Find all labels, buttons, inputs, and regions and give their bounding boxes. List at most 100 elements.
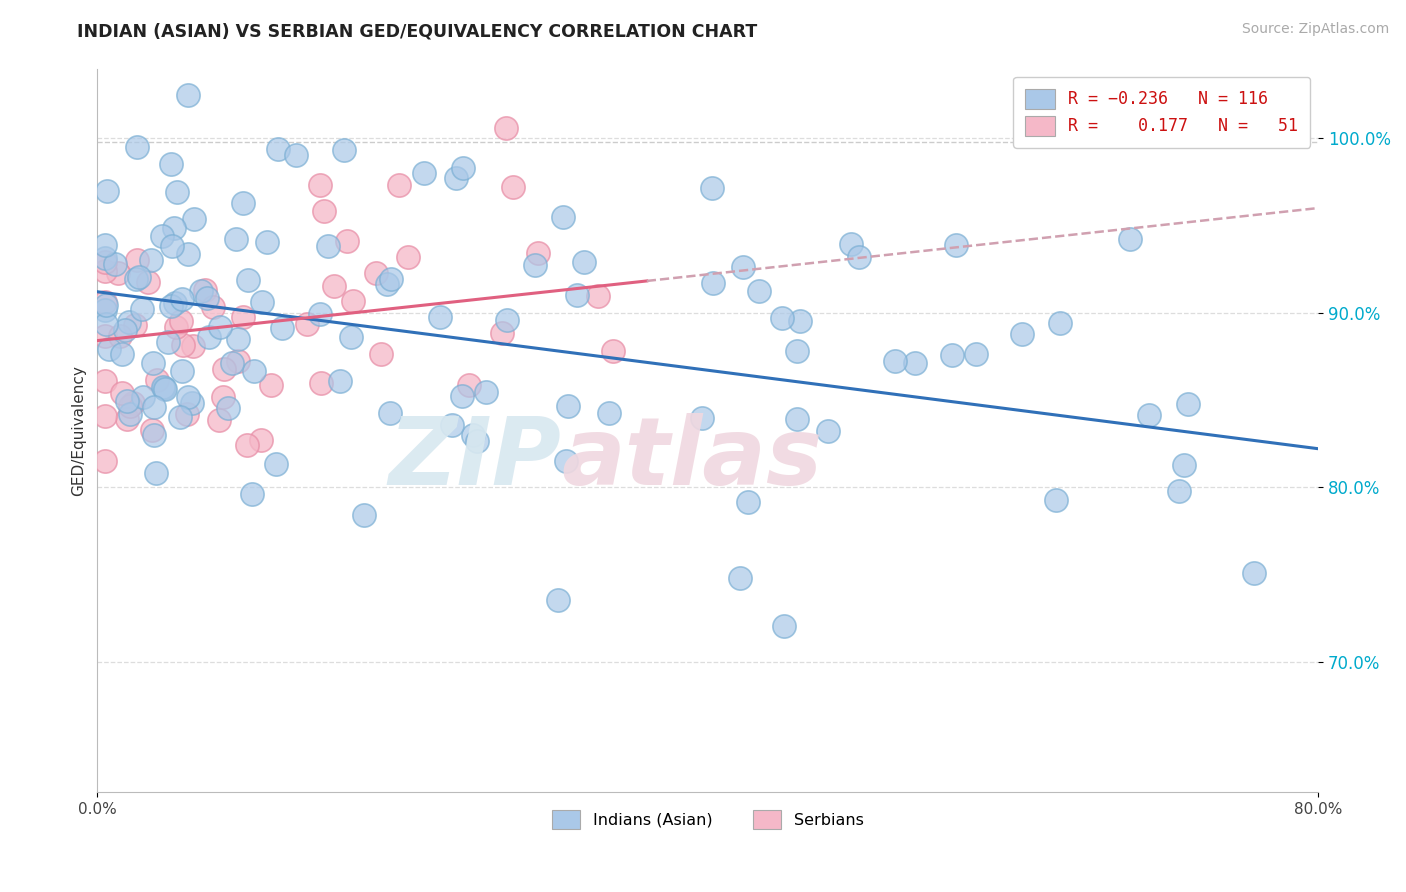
- Point: [111, 386, 134, 401]
- Point: [602, 344, 624, 359]
- Point: [104, 257, 127, 271]
- Point: [190, 284, 212, 298]
- Point: [118, 399, 141, 413]
- Point: [336, 234, 359, 248]
- Point: [309, 376, 332, 391]
- Point: [208, 413, 231, 427]
- Point: [502, 179, 524, 194]
- Point: [198, 330, 221, 344]
- Point: [252, 294, 274, 309]
- Point: [209, 319, 232, 334]
- Point: [309, 178, 332, 192]
- Point: [256, 235, 278, 249]
- Point: [884, 354, 907, 368]
- Point: [737, 495, 759, 509]
- Point: [342, 293, 364, 308]
- Point: [586, 289, 609, 303]
- Point: [770, 310, 793, 325]
- Point: [491, 326, 513, 340]
- Point: [136, 275, 159, 289]
- Point: [375, 277, 398, 292]
- Point: [557, 399, 579, 413]
- Point: [153, 381, 176, 395]
- Point: [125, 252, 148, 267]
- Point: [163, 221, 186, 235]
- Point: [142, 356, 165, 370]
- Text: INDIAN (ASIAN) VS SERBIAN GED/EQUIVALENCY CORRELATION CHART: INDIAN (ASIAN) VS SERBIAN GED/EQUIVALENC…: [77, 22, 758, 40]
- Point: [465, 434, 488, 449]
- Point: [115, 412, 138, 426]
- Point: [201, 301, 224, 315]
- Point: [692, 411, 714, 425]
- Point: [172, 292, 194, 306]
- Point: [786, 344, 808, 359]
- Point: [904, 356, 927, 370]
- Point: [451, 389, 474, 403]
- Point: [156, 335, 179, 350]
- Point: [260, 378, 283, 392]
- Point: [1173, 458, 1195, 472]
- Point: [124, 318, 146, 332]
- Point: [94, 251, 117, 265]
- Point: [226, 332, 249, 346]
- Point: [308, 307, 330, 321]
- Point: [941, 348, 963, 362]
- Point: [817, 424, 839, 438]
- Point: [329, 374, 352, 388]
- Point: [226, 354, 249, 368]
- Point: [115, 394, 138, 409]
- Point: [176, 408, 198, 422]
- Point: [94, 264, 117, 278]
- Point: [177, 87, 200, 102]
- Point: [232, 310, 254, 324]
- Point: [146, 373, 169, 387]
- Point: [170, 314, 193, 328]
- Point: [380, 406, 402, 420]
- Point: [170, 364, 193, 378]
- Point: [440, 418, 463, 433]
- Point: [221, 356, 243, 370]
- Point: [446, 171, 468, 186]
- Point: [217, 401, 239, 416]
- Point: [1243, 566, 1265, 581]
- Point: [160, 156, 183, 170]
- Point: [195, 291, 218, 305]
- Point: [773, 618, 796, 632]
- Point: [94, 254, 117, 268]
- Point: [143, 401, 166, 415]
- Text: atlas: atlas: [561, 413, 823, 506]
- Point: [132, 390, 155, 404]
- Text: Source: ZipAtlas.com: Source: ZipAtlas.com: [1241, 22, 1389, 37]
- Point: [553, 211, 575, 225]
- Point: [457, 378, 479, 392]
- Point: [159, 299, 181, 313]
- Point: [249, 434, 271, 448]
- Point: [1119, 232, 1142, 246]
- Point: [128, 269, 150, 284]
- Point: [236, 438, 259, 452]
- Point: [177, 247, 200, 261]
- Point: [598, 406, 620, 420]
- Point: [166, 185, 188, 199]
- Point: [267, 142, 290, 156]
- Point: [183, 211, 205, 226]
- Point: [180, 396, 202, 410]
- Point: [120, 407, 142, 421]
- Point: [145, 467, 167, 481]
- Point: [453, 161, 475, 176]
- Point: [461, 427, 484, 442]
- Point: [748, 284, 770, 298]
- Point: [945, 237, 967, 252]
- Point: [353, 508, 375, 523]
- Point: [495, 121, 517, 136]
- Point: [124, 272, 146, 286]
- Point: [181, 339, 204, 353]
- Point: [702, 276, 724, 290]
- Point: [370, 347, 392, 361]
- Point: [322, 279, 344, 293]
- Text: ZIP: ZIP: [388, 413, 561, 506]
- Point: [94, 295, 117, 310]
- Point: [108, 328, 131, 343]
- Point: [555, 454, 578, 468]
- Point: [212, 361, 235, 376]
